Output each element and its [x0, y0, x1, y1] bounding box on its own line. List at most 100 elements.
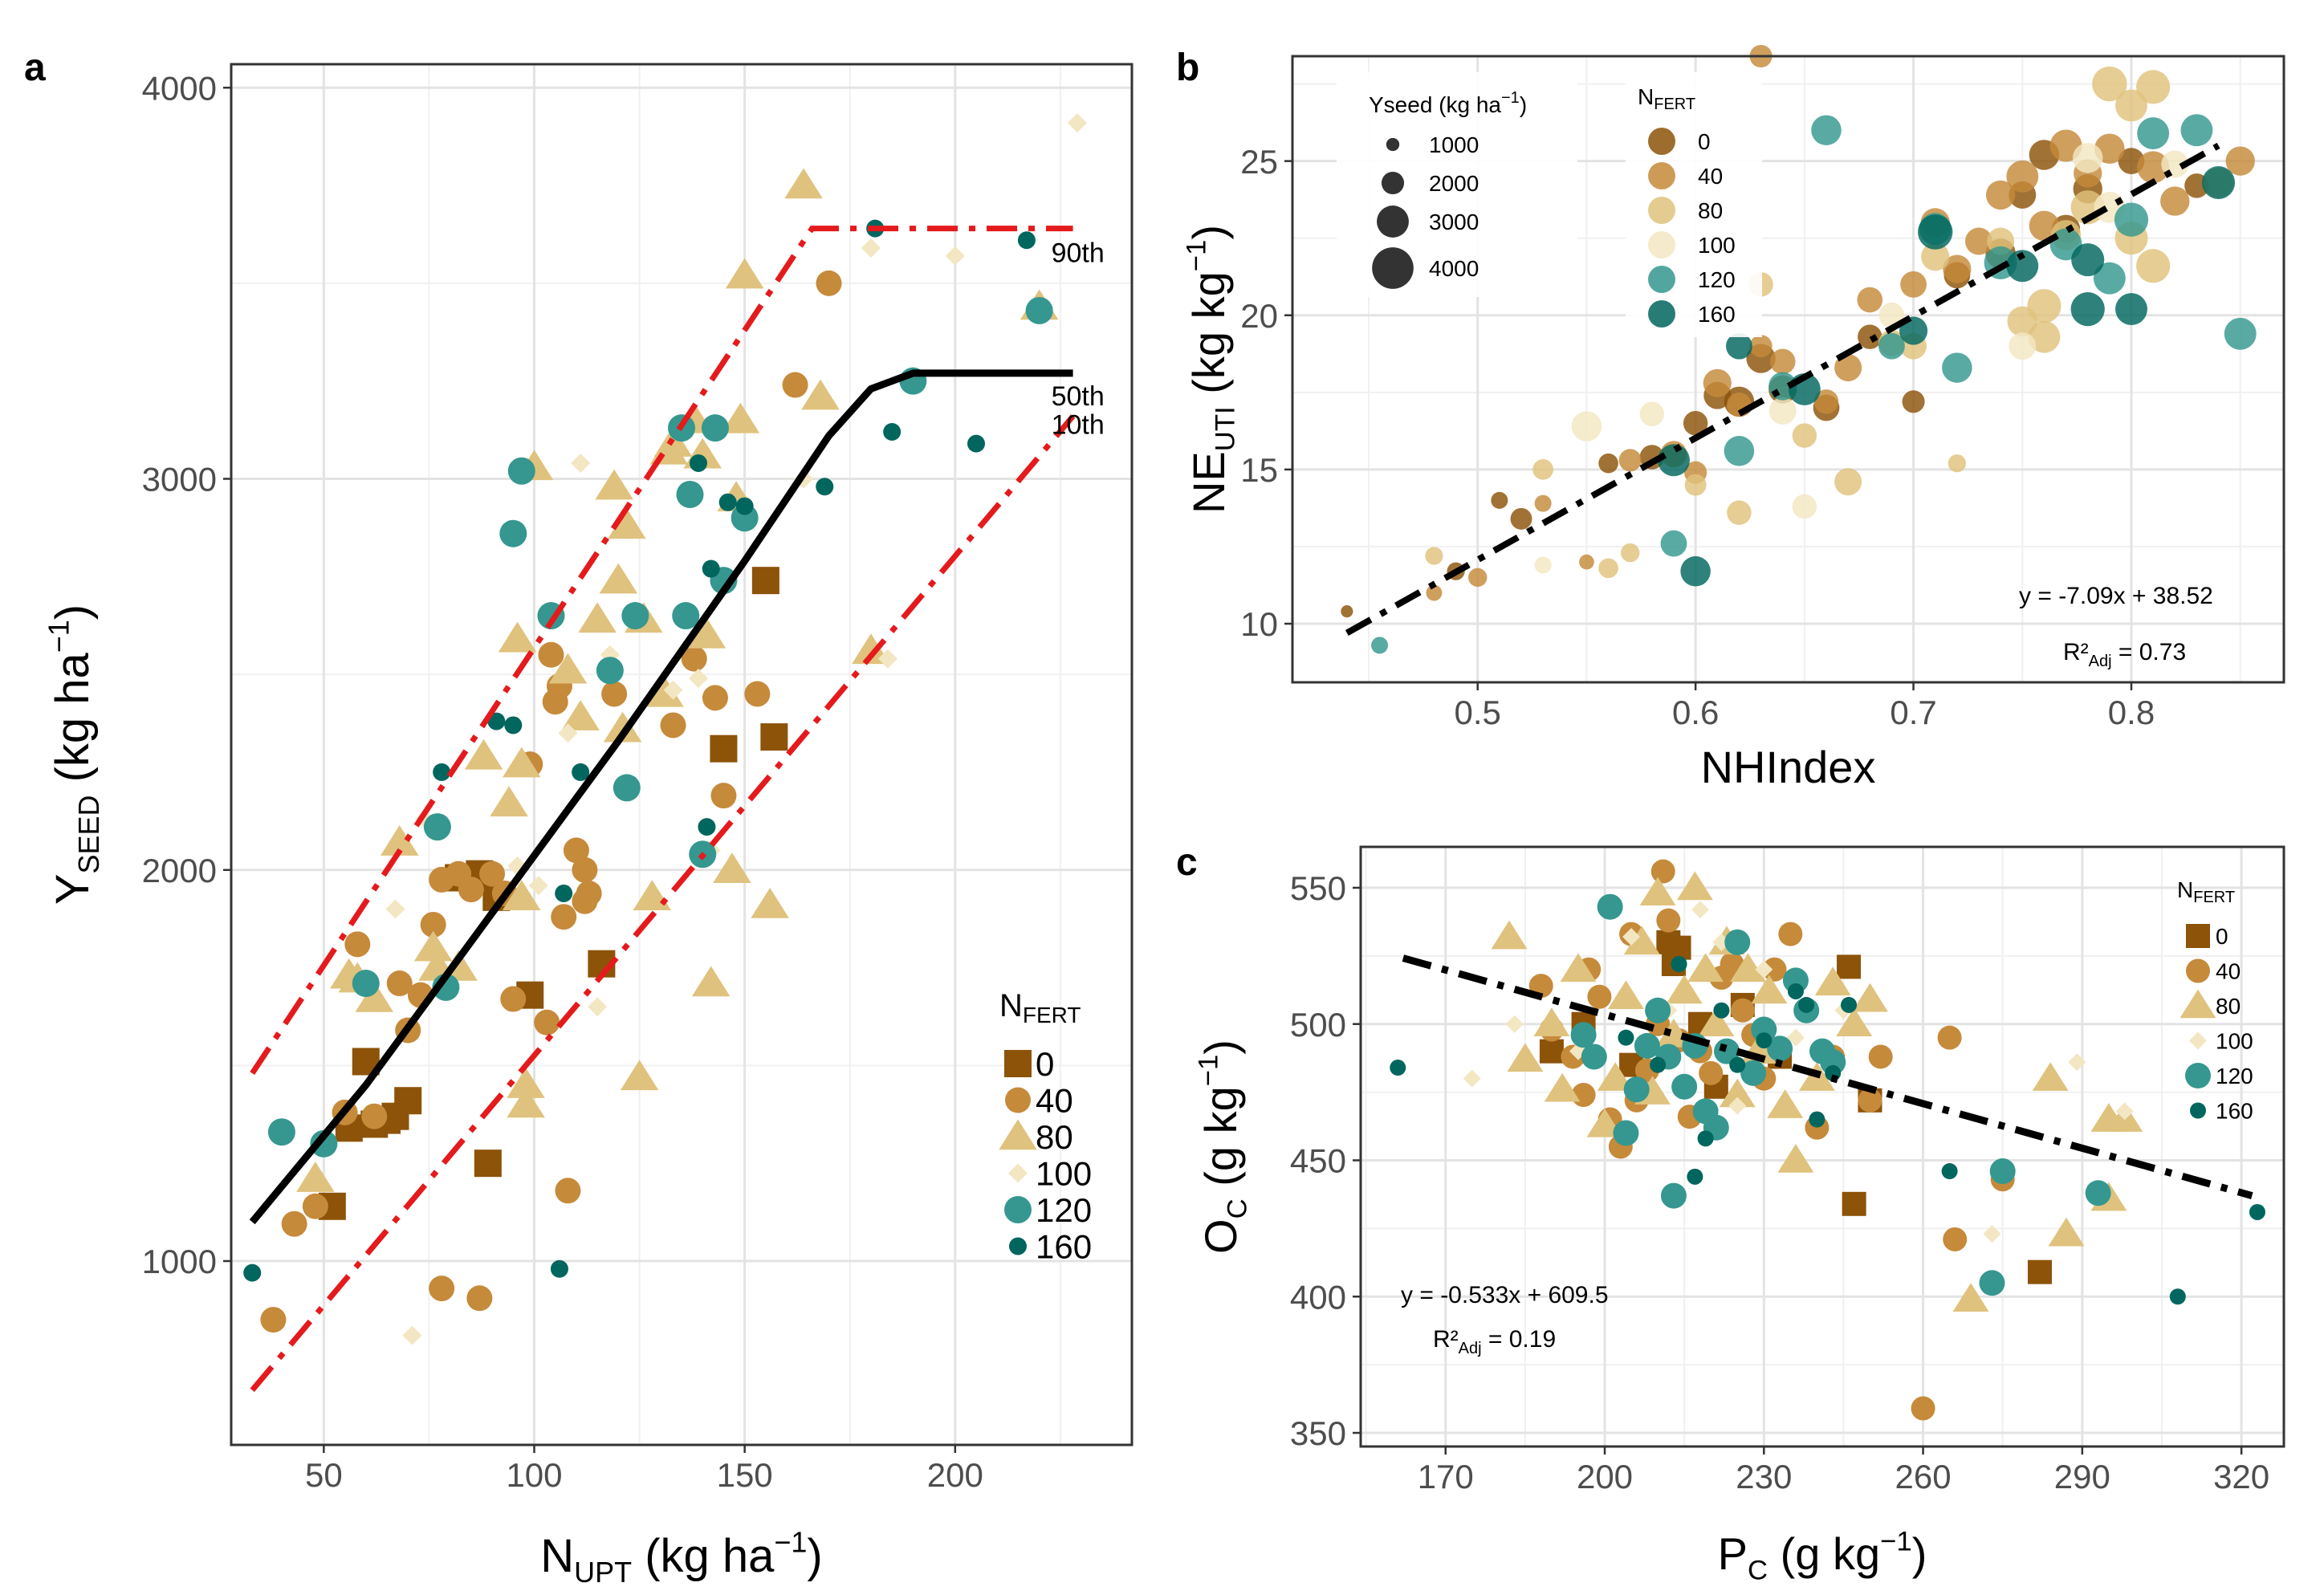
- y-tick-label: 400: [1290, 1278, 1346, 1316]
- point-nfert-160: [243, 1263, 262, 1282]
- point-nfert-80: [1639, 877, 1676, 906]
- point-nfert-120: [352, 970, 380, 998]
- point-nfert-40: [1426, 584, 1443, 601]
- point-nfert-80: [1921, 242, 1950, 271]
- point-nfert-80: [721, 402, 760, 433]
- point-nfert-80: [1621, 543, 1640, 563]
- legend-nfert-entry: 0: [1698, 129, 1711, 154]
- point-nfert-160: [1017, 231, 1036, 250]
- legend-nfert-key-160: [1648, 300, 1675, 328]
- point-nfert-80: [1952, 1283, 1989, 1312]
- panel-a-frame: [230, 63, 1134, 1446]
- legend-entry: 40: [2216, 959, 2241, 984]
- point-nfert-40: [702, 685, 728, 711]
- point-nfert-80: [1608, 980, 1644, 1010]
- point-nfert-80: [1491, 920, 1528, 950]
- point-nfert-80: [507, 1087, 545, 1118]
- point-nfert-80: [784, 168, 823, 199]
- point-nfert-80: [713, 852, 751, 883]
- point-nfert-40: [1749, 335, 1773, 358]
- point-nfert-160: [504, 716, 523, 734]
- x-tick-label: 100: [506, 1456, 562, 1494]
- point-nfert-40: [1650, 859, 1675, 884]
- point-nfert-40: [281, 1210, 307, 1237]
- point-nfert-160: [883, 423, 902, 441]
- point-nfert-100: [861, 238, 881, 258]
- x-tick-label: 200: [927, 1456, 983, 1494]
- point-nfert-40: [2137, 151, 2170, 184]
- legend-nfert-key-100: [1648, 231, 1675, 258]
- r2: R²Adj = 0.73: [2063, 639, 2186, 670]
- legend-nfert-bg: [1626, 72, 1762, 337]
- point-nfert-0: [751, 567, 779, 595]
- x-tick-label: 170: [1418, 1458, 1474, 1495]
- legend-size-entry: 3000: [1429, 210, 1479, 234]
- point-nfert-160: [1650, 1056, 1667, 1073]
- point-nfert-40: [744, 681, 771, 707]
- point-nfert-80: [1730, 953, 1766, 983]
- panel-label: c: [1176, 841, 1198, 884]
- point-nfert-80: [1623, 926, 1660, 955]
- point-nfert-40: [1762, 957, 1787, 982]
- point-nfert-40: [576, 880, 602, 906]
- y-axis-label: OC (g kg−1): [1193, 1040, 1252, 1254]
- point-nfert-160: [735, 497, 754, 515]
- point-nfert-160: [2070, 291, 2105, 327]
- point-nfert-80: [1727, 500, 1752, 525]
- point-nfert-80: [1684, 474, 1707, 496]
- point-nfert-40: [1900, 271, 1927, 298]
- point-nfert-80: [1532, 458, 1554, 480]
- legend-key-40: [1005, 1087, 1031, 1113]
- legend-entry: 160: [1036, 1228, 1092, 1266]
- point-nfert-40: [1727, 392, 1752, 417]
- point-nfert-40: [361, 1103, 388, 1129]
- point-nfert-80: [1792, 423, 1817, 448]
- point-nfert-80: [1852, 983, 1888, 1012]
- point-nfert-120: [2137, 117, 2170, 150]
- point-nfert-160: [2071, 243, 2105, 277]
- point-nfert-80: [561, 700, 600, 730]
- y-tick-label: 3000: [142, 461, 217, 498]
- legend-size-key-2000: [1381, 171, 1405, 195]
- y-tick-label: 20: [1240, 297, 1278, 335]
- y-tick-label: 25: [1240, 143, 1278, 181]
- point-nfert-100: [588, 997, 608, 1017]
- point-nfert-100: [945, 246, 965, 266]
- point-nfert-120: [1878, 332, 1905, 360]
- point-nfert-80: [1666, 974, 1703, 1004]
- point-nfert-80: [1598, 558, 1618, 579]
- point-nfert-100: [877, 649, 897, 669]
- point-nfert-40: [710, 783, 737, 809]
- point-nfert-0: [1510, 507, 1532, 530]
- point-nfert-80: [603, 711, 642, 743]
- line-label-90th: 90th: [1052, 238, 1105, 269]
- point-nfert-160: [1798, 996, 1815, 1013]
- x-tick-label: 290: [2054, 1458, 2110, 1495]
- legend-key-120: [1004, 1196, 1032, 1223]
- legend-key-100: [1008, 1163, 1028, 1183]
- point-nfert-100: [1639, 401, 1665, 426]
- point-nfert-120: [423, 813, 451, 841]
- point-nfert-80: [599, 563, 638, 594]
- point-nfert-160: [2249, 1203, 2265, 1220]
- point-nfert-160: [572, 763, 590, 781]
- point-nfert-40: [1911, 1396, 1935, 1421]
- point-nfert-160: [1756, 1032, 1773, 1049]
- point-nfert-80: [2136, 70, 2171, 104]
- point-nfert-80: [413, 930, 453, 962]
- y-tick-label: 15: [1240, 451, 1278, 489]
- panel-label: a: [24, 47, 46, 89]
- legend-entry: 100: [2216, 1029, 2253, 1054]
- point-nfert-160: [1809, 1111, 1825, 1128]
- point-nfert-160: [2006, 250, 2039, 283]
- point-nfert-100: [1534, 556, 1552, 574]
- legend: NFERT 0 40 80 100 120 160: [2177, 877, 2253, 1124]
- point-nfert-80: [578, 602, 617, 633]
- point-nfert-120: [672, 602, 700, 630]
- point-nfert-80: [1767, 1089, 1804, 1118]
- point-nfert-80: [595, 469, 633, 500]
- point-nfert-100: [1728, 1097, 1747, 1115]
- point-nfert-120: [701, 414, 729, 442]
